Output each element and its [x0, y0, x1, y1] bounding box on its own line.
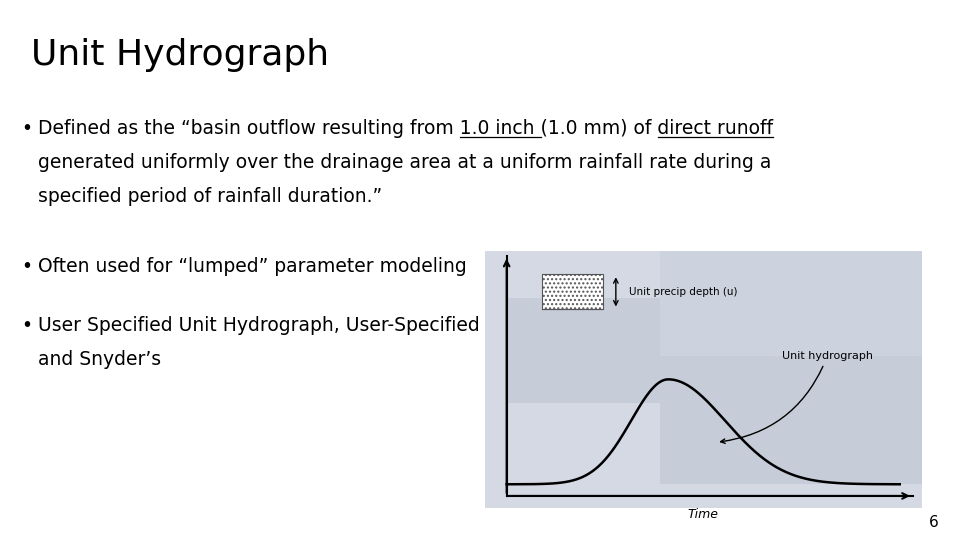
- Text: Unit hydrograph: Unit hydrograph: [721, 351, 873, 443]
- Text: •: •: [21, 256, 33, 275]
- Text: Time: Time: [687, 508, 719, 521]
- Text: •: •: [21, 119, 33, 138]
- Text: and Snyder’s: and Snyder’s: [38, 350, 161, 369]
- Text: 6: 6: [929, 515, 939, 530]
- Bar: [660, 356, 922, 484]
- Bar: [541, 274, 603, 309]
- Text: Often used for “lumped” parameter modeling: Often used for “lumped” parameter modeli…: [38, 256, 468, 275]
- Text: Unit precip depth (u): Unit precip depth (u): [629, 287, 737, 297]
- Text: User Specified Unit Hydrograph, User-Specified S-Graph, Clark and ModClark, SCS,: User Specified Unit Hydrograph, User-Spe…: [38, 316, 813, 335]
- Text: specified period of rainfall duration.”: specified period of rainfall duration.”: [38, 187, 382, 206]
- Text: Defined as the “basin outflow resulting from 1.0 inch (1.0 mm) of direct runoff: Defined as the “basin outflow resulting …: [38, 119, 774, 138]
- Text: generated uniformly over the drainage area at a uniform rainfall rate during a: generated uniformly over the drainage ar…: [38, 153, 772, 172]
- Text: Unit Hydrograph: Unit Hydrograph: [31, 38, 329, 72]
- Bar: [660, 251, 922, 356]
- Text: •: •: [21, 316, 33, 335]
- Bar: [507, 298, 660, 403]
